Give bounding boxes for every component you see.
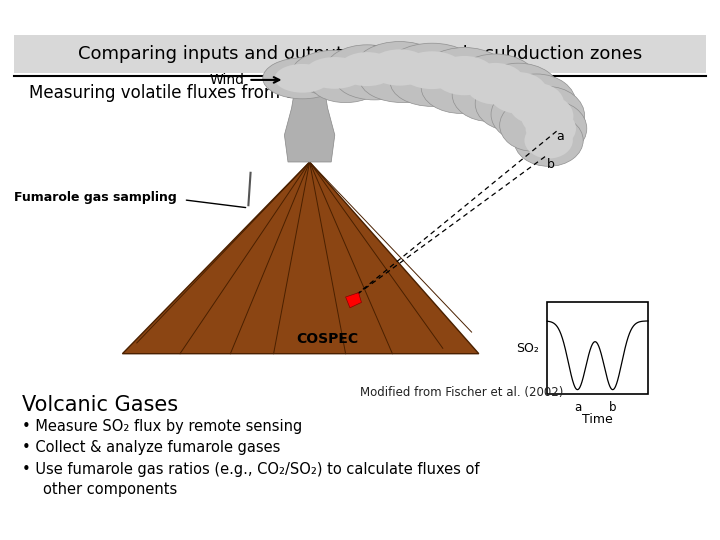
- Ellipse shape: [355, 42, 444, 93]
- Bar: [14, 35, 706, 73]
- Ellipse shape: [526, 109, 576, 148]
- Text: Measuring volatile fluxes from arc volcanism - one method: Measuring volatile fluxes from arc volca…: [29, 84, 517, 102]
- Ellipse shape: [369, 49, 431, 86]
- Ellipse shape: [263, 58, 342, 99]
- Ellipse shape: [491, 87, 560, 141]
- Ellipse shape: [497, 74, 576, 133]
- Ellipse shape: [292, 50, 378, 96]
- Ellipse shape: [305, 57, 365, 89]
- Polygon shape: [122, 162, 479, 354]
- Ellipse shape: [475, 77, 547, 131]
- Text: Time: Time: [582, 413, 613, 426]
- Ellipse shape: [399, 51, 465, 89]
- Ellipse shape: [515, 100, 587, 157]
- Text: • Measure SO₂ flux by remote sensing: • Measure SO₂ flux by remote sensing: [22, 418, 302, 434]
- Ellipse shape: [338, 52, 397, 86]
- Text: Volcanic Gases: Volcanic Gases: [22, 395, 178, 415]
- Ellipse shape: [500, 99, 566, 151]
- Ellipse shape: [477, 63, 560, 123]
- Text: b: b: [609, 401, 616, 414]
- Ellipse shape: [420, 48, 509, 104]
- Ellipse shape: [421, 62, 500, 113]
- Ellipse shape: [489, 72, 548, 114]
- Ellipse shape: [360, 57, 446, 103]
- Ellipse shape: [510, 86, 585, 146]
- Text: Comparing inputs and outputs of volatiles in subduction zones: Comparing inputs and outputs of volatile…: [78, 45, 642, 63]
- Ellipse shape: [508, 83, 564, 124]
- Ellipse shape: [433, 56, 495, 95]
- Ellipse shape: [385, 43, 479, 97]
- Ellipse shape: [452, 68, 527, 122]
- Text: Fumarole gas sampling: Fumarole gas sampling: [14, 191, 177, 204]
- Text: a: a: [574, 401, 581, 414]
- Ellipse shape: [521, 95, 573, 137]
- Text: a: a: [557, 130, 564, 143]
- Text: • Collect & analyze fumarole gases: • Collect & analyze fumarole gases: [22, 440, 280, 455]
- Ellipse shape: [514, 114, 583, 166]
- Text: Modified from Fischer et al. (2002): Modified from Fischer et al. (2002): [360, 386, 563, 399]
- Text: other components: other components: [43, 482, 177, 497]
- Ellipse shape: [465, 63, 526, 105]
- Ellipse shape: [524, 122, 573, 159]
- Text: • Use fumarole gas ratios (e.g., CO₂/SO₂) to calculate fluxes of: • Use fumarole gas ratios (e.g., CO₂/SO₂…: [22, 462, 479, 477]
- Text: b: b: [547, 158, 555, 171]
- Ellipse shape: [310, 62, 382, 103]
- Text: COSPEC: COSPEC: [297, 332, 359, 346]
- Text: Wind: Wind: [210, 73, 245, 87]
- Polygon shape: [346, 293, 361, 308]
- Ellipse shape: [274, 64, 330, 93]
- Ellipse shape: [390, 58, 474, 106]
- Ellipse shape: [335, 57, 414, 100]
- Ellipse shape: [452, 54, 539, 113]
- Text: SO₂: SO₂: [516, 342, 539, 355]
- Bar: [547, 302, 648, 394]
- Ellipse shape: [325, 45, 409, 93]
- Polygon shape: [284, 86, 335, 162]
